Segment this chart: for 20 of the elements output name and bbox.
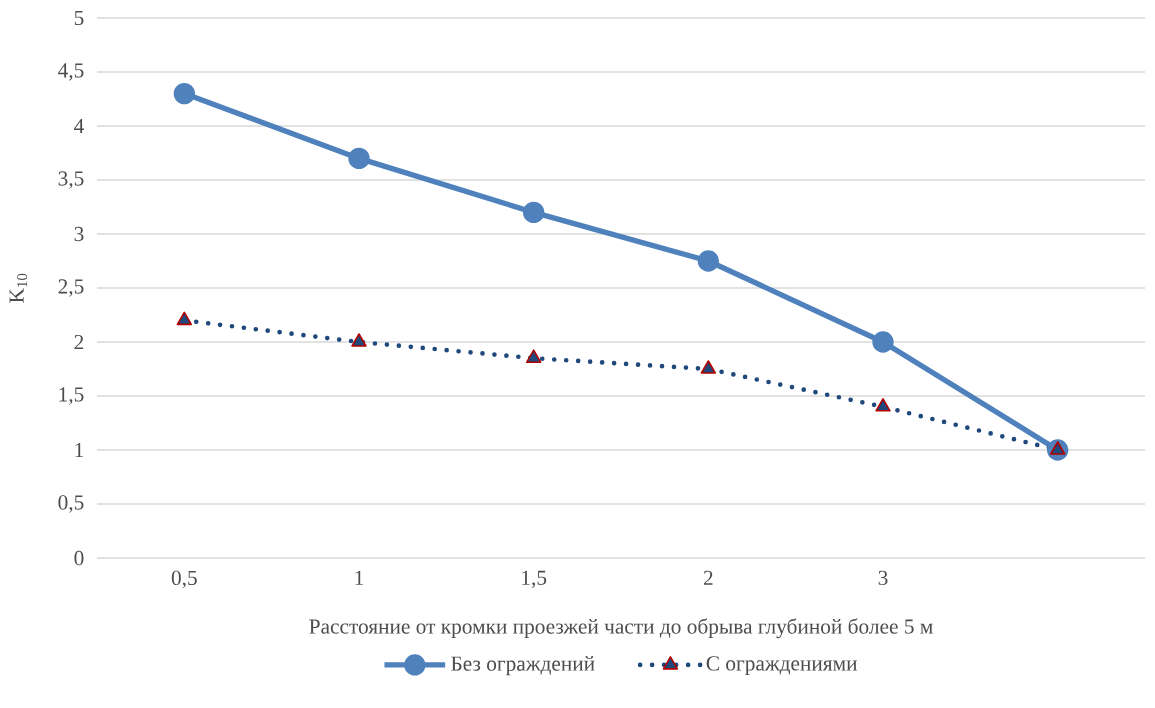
x-tick-label: 0,5 [171, 570, 197, 589]
y-tick-label: 4 [74, 118, 84, 134]
y-tick-label: 4,5 [58, 63, 84, 81]
y-tick-label: 0,5 [58, 495, 84, 513]
x-tick-label: 1 [355, 570, 364, 585]
x-tick-label: 2 [703, 570, 713, 585]
y-tick-label: 3,5 [58, 171, 84, 189]
y-axis-title: K$_{10}$ [9, 273, 28, 303]
y-tick-label: 1 [75, 442, 84, 458]
legend-label: Без ограждений [451, 656, 595, 676]
x-tick-label: 3 [878, 570, 888, 586]
y-tick-label: 2 [74, 334, 84, 350]
legend-label: С ограждениями [706, 656, 858, 675]
y-tick-label: 5 [74, 10, 84, 26]
x-tick-label: 1,5 [522, 570, 547, 589]
y-tick-label: 3 [74, 226, 84, 242]
y-tick-label: 2,5 [58, 279, 84, 297]
y-tick-label: 1,5 [59, 387, 84, 405]
y-tick-label: 0 [74, 550, 84, 566]
x-axis-title: Расстояние от кромки проезжей части до обрыва глубиной более 5 м [309, 618, 933, 639]
